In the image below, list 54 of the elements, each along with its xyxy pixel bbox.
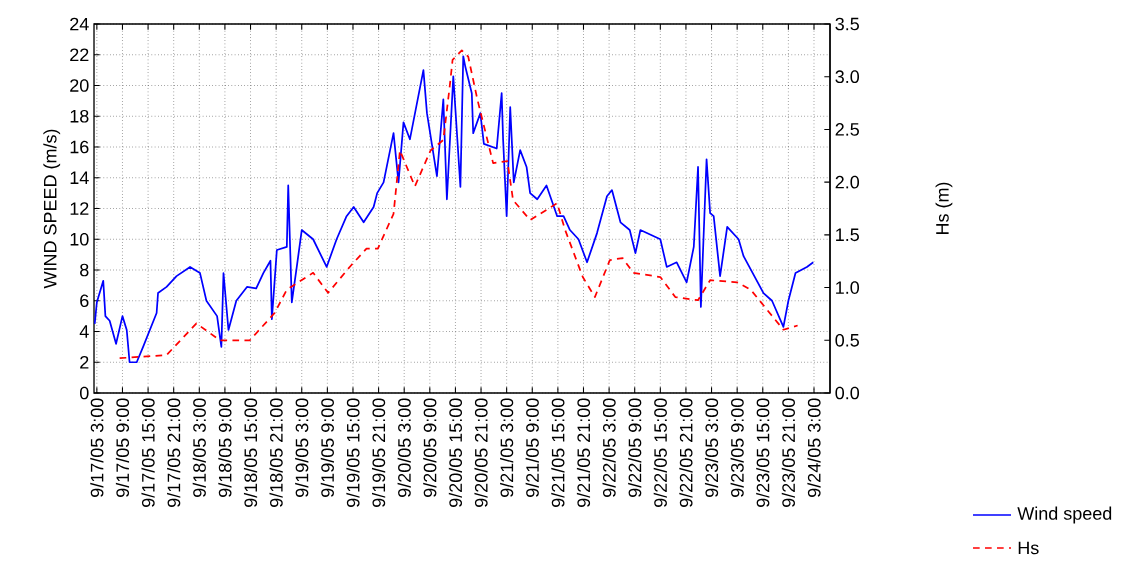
y-tick-label: 6 <box>80 294 89 308</box>
x-tick-label: 9/17/05 9:00 <box>115 398 130 497</box>
y-tick-label: 22 <box>70 48 89 62</box>
y2-tick-label: 3.0 <box>835 70 860 84</box>
y-tick-label: 14 <box>70 171 89 184</box>
x-tick-label: 9/22/05 9:00 <box>628 398 642 497</box>
x-tick-label: 9/20/05 21:00 <box>474 398 488 507</box>
y-tick-label: 12 <box>70 202 89 215</box>
y-tick-label: 10 <box>70 232 89 246</box>
x-tick-label: 9/23/05 3:00 <box>704 398 719 497</box>
y2-tick-label: 1.0 <box>836 281 860 294</box>
x-tick-label: 9/19/05 21:00 <box>371 398 386 507</box>
y-tick-label: 16 <box>70 140 89 154</box>
y2-tick-label: 2.5 <box>835 123 859 136</box>
y2-tick-label: 0.0 <box>835 386 860 400</box>
x-tick-label: 9/20/05 15:00 <box>448 398 463 507</box>
y-tick-label: 20 <box>70 79 89 92</box>
y-tick-label: 8 <box>80 263 89 277</box>
x-tick-label: 9/21/05 3:00 <box>500 398 514 497</box>
x-tick-label: 9/17/05 21:00 <box>167 398 181 507</box>
x-tick-label: 9/20/05 3:00 <box>397 398 411 497</box>
y2-tick-label: 0.5 <box>835 333 859 347</box>
y-axis-title: WIND SPEED (m/s) <box>43 129 61 289</box>
legend-label: Wind speed <box>1017 506 1112 524</box>
x-tick-label: 9/22/05 21:00 <box>679 398 693 507</box>
x-tick-label: 9/22/05 3:00 <box>602 398 616 497</box>
x-tick-label: 9/23/05 21:00 <box>781 398 795 507</box>
x-tick-label: 9/20/05 9:00 <box>423 398 437 497</box>
y2-tick-label: 2.0 <box>835 175 860 189</box>
x-tick-label: 9/21/05 15:00 <box>551 398 565 507</box>
x-tick-label: 9/19/05 15:00 <box>346 398 360 507</box>
x-tick-label: 9/21/05 21:00 <box>576 398 591 507</box>
y-tick-label: 24 <box>70 17 89 31</box>
x-tick-label: 9/19/05 9:00 <box>320 398 334 497</box>
x-tick-label: 9/18/05 15:00 <box>243 398 258 507</box>
y-tick-label: 18 <box>70 109 89 123</box>
y-tick-label: 2 <box>80 355 89 369</box>
y2-axis-title: Hs (m) <box>935 182 953 235</box>
x-tick-label: 9/19/05 3:00 <box>295 398 309 497</box>
x-tick-label: 9/22/05 15:00 <box>653 398 667 507</box>
x-tick-label: 9/18/05 3:00 <box>192 398 206 497</box>
x-tick-label: 9/18/05 9:00 <box>218 398 232 497</box>
y-tick-label: 0 <box>80 386 89 400</box>
y-tick-label: 4 <box>79 325 89 338</box>
x-tick-label: 9/17/05 3:00 <box>90 398 104 497</box>
x-tick-label: 9/23/05 9:00 <box>730 398 744 497</box>
x-tick-label: 9/24/05 3:00 <box>807 398 821 497</box>
x-tick-label: 9/21/05 9:00 <box>525 398 539 497</box>
legend-label: Hs <box>1018 541 1039 555</box>
x-tick-label: 9/23/05 15:00 <box>756 398 770 507</box>
y2-tick-label: 1.5 <box>836 228 859 242</box>
x-tick-label: 9/18/05 21:00 <box>269 398 283 507</box>
y2-tick-label: 3.5 <box>835 17 859 31</box>
x-tick-label: 9/17/05 15:00 <box>141 398 155 507</box>
